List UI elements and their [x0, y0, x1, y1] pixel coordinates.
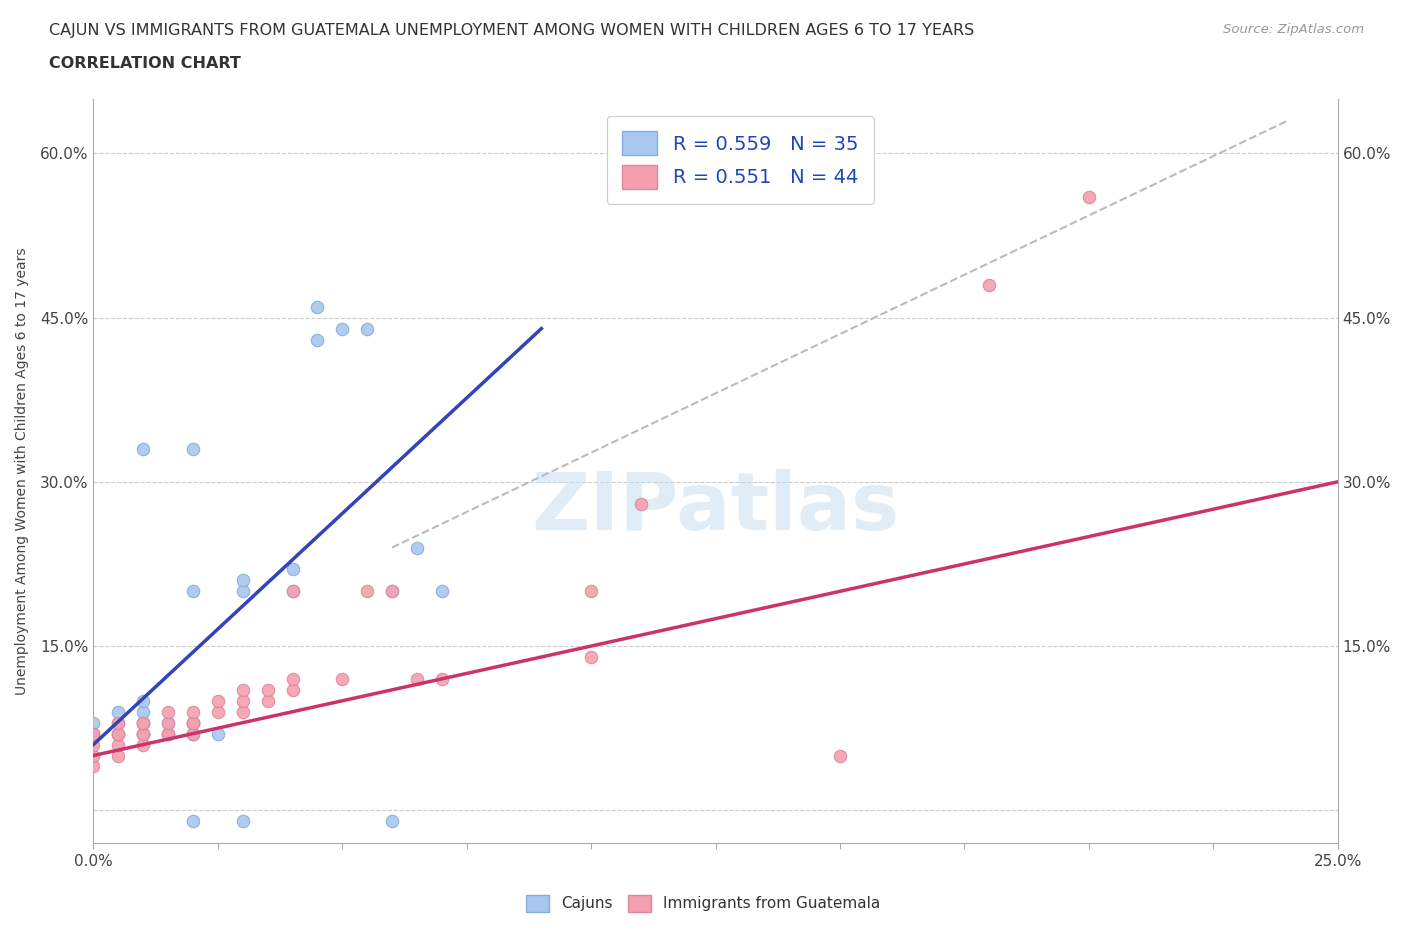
Point	[107, 737, 129, 752]
Point	[82, 737, 104, 752]
Point	[979, 277, 1001, 292]
Point	[132, 726, 155, 741]
Point	[157, 726, 180, 741]
Point	[157, 726, 180, 741]
Point	[107, 715, 129, 730]
Text: CORRELATION CHART: CORRELATION CHART	[49, 56, 240, 71]
Point	[430, 584, 453, 599]
Point	[132, 715, 155, 730]
Point	[157, 704, 180, 719]
Point	[406, 540, 429, 555]
Point	[82, 748, 104, 763]
Point	[281, 562, 304, 577]
Point	[107, 726, 129, 741]
Point	[82, 715, 104, 730]
Point	[307, 299, 329, 314]
Point	[82, 726, 104, 741]
Point	[132, 704, 155, 719]
Point	[281, 683, 304, 698]
Point	[132, 726, 155, 741]
Point	[256, 694, 278, 709]
Point	[132, 726, 155, 741]
Point	[330, 321, 353, 336]
Point	[181, 704, 204, 719]
Point	[82, 726, 104, 741]
Point	[157, 715, 180, 730]
Point	[256, 683, 278, 698]
Text: Source: ZipAtlas.com: Source: ZipAtlas.com	[1223, 23, 1364, 36]
Legend: R = 0.559   N = 35, R = 0.551   N = 44: R = 0.559 N = 35, R = 0.551 N = 44	[607, 116, 875, 205]
Text: CAJUN VS IMMIGRANTS FROM GUATEMALA UNEMPLOYMENT AMONG WOMEN WITH CHILDREN AGES 6: CAJUN VS IMMIGRANTS FROM GUATEMALA UNEMP…	[49, 23, 974, 38]
Point	[132, 715, 155, 730]
Point	[356, 321, 378, 336]
Point	[406, 671, 429, 686]
Point	[181, 715, 204, 730]
Point	[381, 584, 404, 599]
Point	[232, 814, 254, 829]
Point	[181, 584, 204, 599]
Point	[107, 715, 129, 730]
Point	[232, 694, 254, 709]
Point	[181, 715, 204, 730]
Point	[181, 726, 204, 741]
Point	[281, 584, 304, 599]
Point	[207, 726, 229, 741]
Point	[107, 726, 129, 741]
Point	[181, 715, 204, 730]
Point	[132, 442, 155, 457]
Point	[1077, 190, 1099, 205]
Point	[828, 748, 851, 763]
Point	[132, 737, 155, 752]
Point	[157, 726, 180, 741]
Point	[381, 584, 404, 599]
Point	[232, 584, 254, 599]
Point	[132, 715, 155, 730]
Point	[430, 671, 453, 686]
Point	[82, 759, 104, 774]
Point	[181, 715, 204, 730]
Point	[381, 814, 404, 829]
Point	[207, 694, 229, 709]
Text: ZIPatlas: ZIPatlas	[531, 469, 900, 547]
Point	[307, 332, 329, 347]
Point	[356, 584, 378, 599]
Point	[232, 683, 254, 698]
Point	[107, 704, 129, 719]
Point	[630, 497, 652, 512]
Point	[82, 726, 104, 741]
Point	[330, 671, 353, 686]
Point	[107, 748, 129, 763]
Point	[181, 442, 204, 457]
Point	[232, 573, 254, 588]
Point	[281, 584, 304, 599]
Point	[281, 671, 304, 686]
Point	[579, 584, 602, 599]
Point	[132, 726, 155, 741]
Point	[157, 715, 180, 730]
Point	[107, 726, 129, 741]
Point	[207, 704, 229, 719]
Point	[181, 814, 204, 829]
Point	[232, 704, 254, 719]
Y-axis label: Unemployment Among Women with Children Ages 6 to 17 years: Unemployment Among Women with Children A…	[15, 247, 30, 695]
Legend: Cajuns, Immigrants from Guatemala: Cajuns, Immigrants from Guatemala	[520, 889, 886, 918]
Point	[132, 715, 155, 730]
Point	[579, 649, 602, 664]
Point	[132, 694, 155, 709]
Point	[181, 726, 204, 741]
Point	[181, 726, 204, 741]
